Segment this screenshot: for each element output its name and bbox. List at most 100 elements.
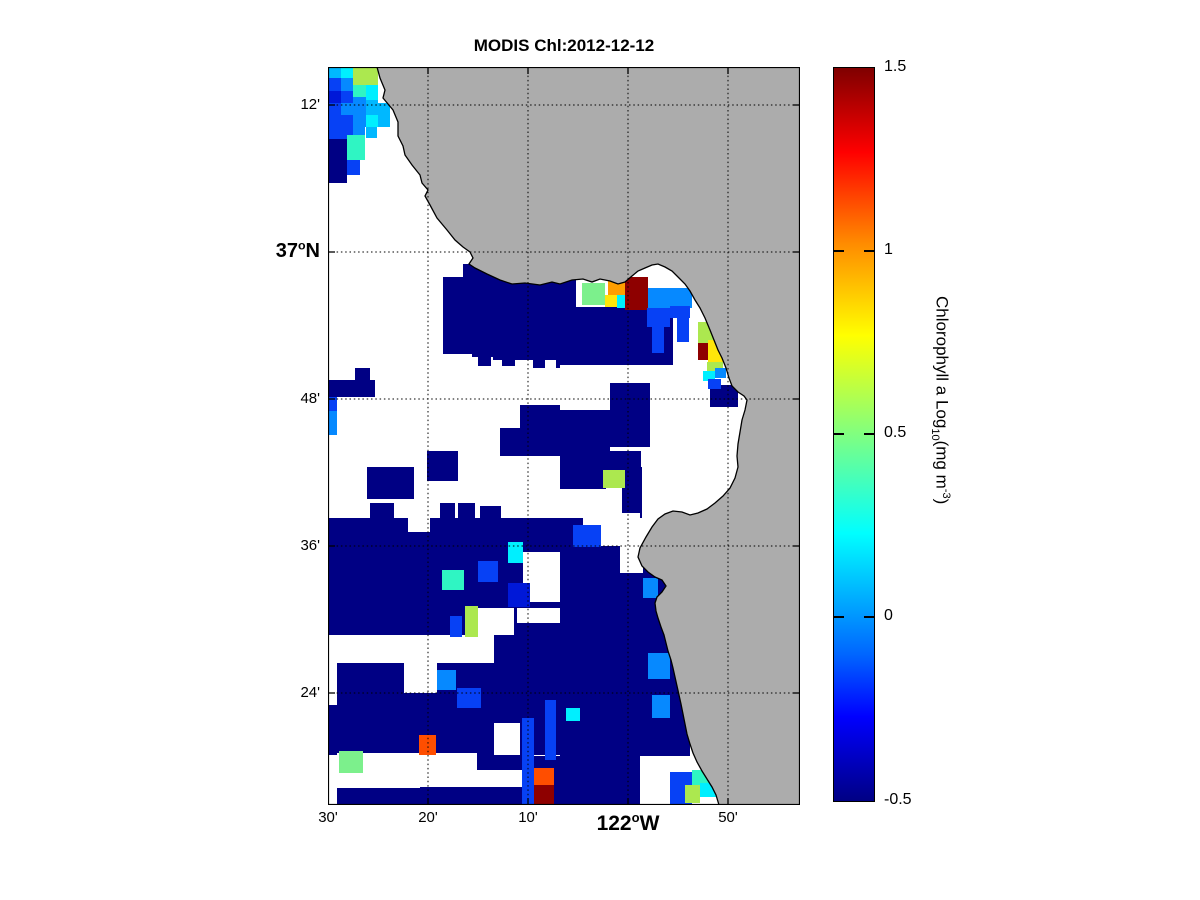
y-axis-tick-label: 36'	[300, 537, 320, 554]
chl-cell	[622, 467, 642, 518]
chl-cell	[508, 542, 523, 563]
colorbar-tick-label: 0	[884, 607, 893, 624]
chl-cell	[367, 467, 414, 499]
chl-cell	[366, 127, 377, 138]
chl-cell	[347, 135, 365, 160]
chl-cell	[366, 85, 378, 100]
chl-cell	[328, 397, 337, 411]
no-data-cell	[345, 635, 494, 661]
chl-cell	[328, 380, 375, 397]
chl-cell	[652, 695, 670, 718]
colorbar-tick-mark	[834, 616, 844, 618]
chl-cell	[465, 606, 478, 637]
chl-cell	[685, 785, 700, 803]
no-data-cell	[643, 756, 673, 786]
chl-cell	[328, 411, 337, 435]
no-data-cell	[607, 365, 673, 383]
chl-cell	[328, 127, 353, 139]
chl-cell	[355, 368, 370, 381]
chl-cell	[341, 67, 353, 78]
colorbar-tick-label: 0.5	[884, 424, 907, 441]
chl-cell	[366, 100, 378, 115]
chl-cell	[347, 160, 360, 175]
x-axis-tick-label: 50'	[718, 809, 738, 826]
chl-cell	[341, 103, 353, 115]
y-axis-tick-label: 48'	[300, 390, 320, 407]
no-data-cell	[404, 663, 437, 693]
colorbar-tick-label: 1.5	[884, 58, 907, 75]
no-data-cell	[620, 546, 643, 573]
chl-cell	[560, 451, 606, 489]
colorbar-label-close: )	[932, 498, 952, 505]
no-data-cell	[494, 723, 520, 755]
colorbar-tick-mark	[864, 250, 874, 252]
no-data-cell	[408, 518, 430, 532]
map-canvas	[328, 67, 800, 805]
chl-cell	[457, 688, 481, 708]
chl-cell	[328, 115, 353, 127]
chl-cell	[603, 470, 625, 488]
chl-cell	[366, 115, 378, 127]
y-axis-tick-label: 24'	[300, 684, 320, 701]
map-plot	[328, 67, 800, 805]
chl-cell	[703, 371, 715, 381]
chl-cell	[582, 283, 605, 305]
chl-cell	[341, 91, 353, 103]
chl-cell	[648, 653, 670, 679]
colorbar-tick-label: -0.5	[884, 791, 912, 808]
x-axis-tick-label: 122oW	[596, 810, 660, 835]
chl-cell	[573, 525, 601, 547]
chl-cell	[472, 345, 530, 357]
chl-cell	[605, 451, 641, 470]
chl-cell	[566, 708, 580, 721]
no-data-cell	[360, 770, 530, 787]
chl-cell	[708, 379, 721, 389]
chl-cell	[605, 295, 617, 307]
chl-cell	[545, 700, 556, 760]
chl-cell	[556, 359, 568, 368]
chl-cell	[442, 570, 464, 590]
chl-cell	[677, 310, 689, 342]
chl-cell	[353, 67, 378, 85]
colorbar-label-text: Chlorophyll a Log	[932, 296, 952, 429]
chl-cell	[420, 785, 520, 805]
chl-cell	[508, 583, 530, 607]
chl-cell	[328, 67, 341, 78]
chl-cell	[625, 277, 648, 310]
plot-title: MODIS Chl:2012-12-12	[473, 36, 655, 55]
chl-cell	[530, 768, 554, 785]
no-data-cell	[477, 608, 514, 635]
chl-cell	[647, 308, 670, 327]
chl-cell	[698, 343, 708, 360]
no-data-cell	[517, 608, 560, 623]
chl-cell	[707, 362, 723, 373]
chl-cell	[378, 103, 390, 127]
chl-cell	[437, 670, 456, 690]
chl-cell	[494, 635, 568, 663]
chl-cell	[353, 115, 366, 127]
chl-cell	[328, 103, 341, 115]
chl-cell	[339, 751, 363, 773]
chl-cell	[443, 277, 493, 354]
chl-cell	[328, 78, 341, 91]
chl-cell	[478, 357, 491, 366]
chl-cell	[610, 380, 650, 447]
colorbar-tick-mark	[864, 616, 874, 618]
chl-cell	[478, 561, 498, 582]
colorbar	[833, 67, 875, 802]
chl-cell	[533, 359, 545, 368]
chl-cell	[502, 357, 515, 366]
chl-cell	[370, 503, 394, 520]
chl-cell	[522, 718, 534, 805]
chl-cell	[328, 91, 341, 103]
chl-cell	[675, 288, 692, 308]
no-data-cell	[560, 365, 610, 410]
chl-cell	[643, 578, 658, 598]
x-axis-tick-label: 10'	[518, 809, 538, 826]
chl-cell	[419, 735, 436, 755]
axis-border	[328, 67, 800, 805]
chl-cell	[353, 85, 366, 97]
chl-cell	[530, 785, 554, 805]
y-axis-tick-label: 37oN	[275, 238, 320, 262]
